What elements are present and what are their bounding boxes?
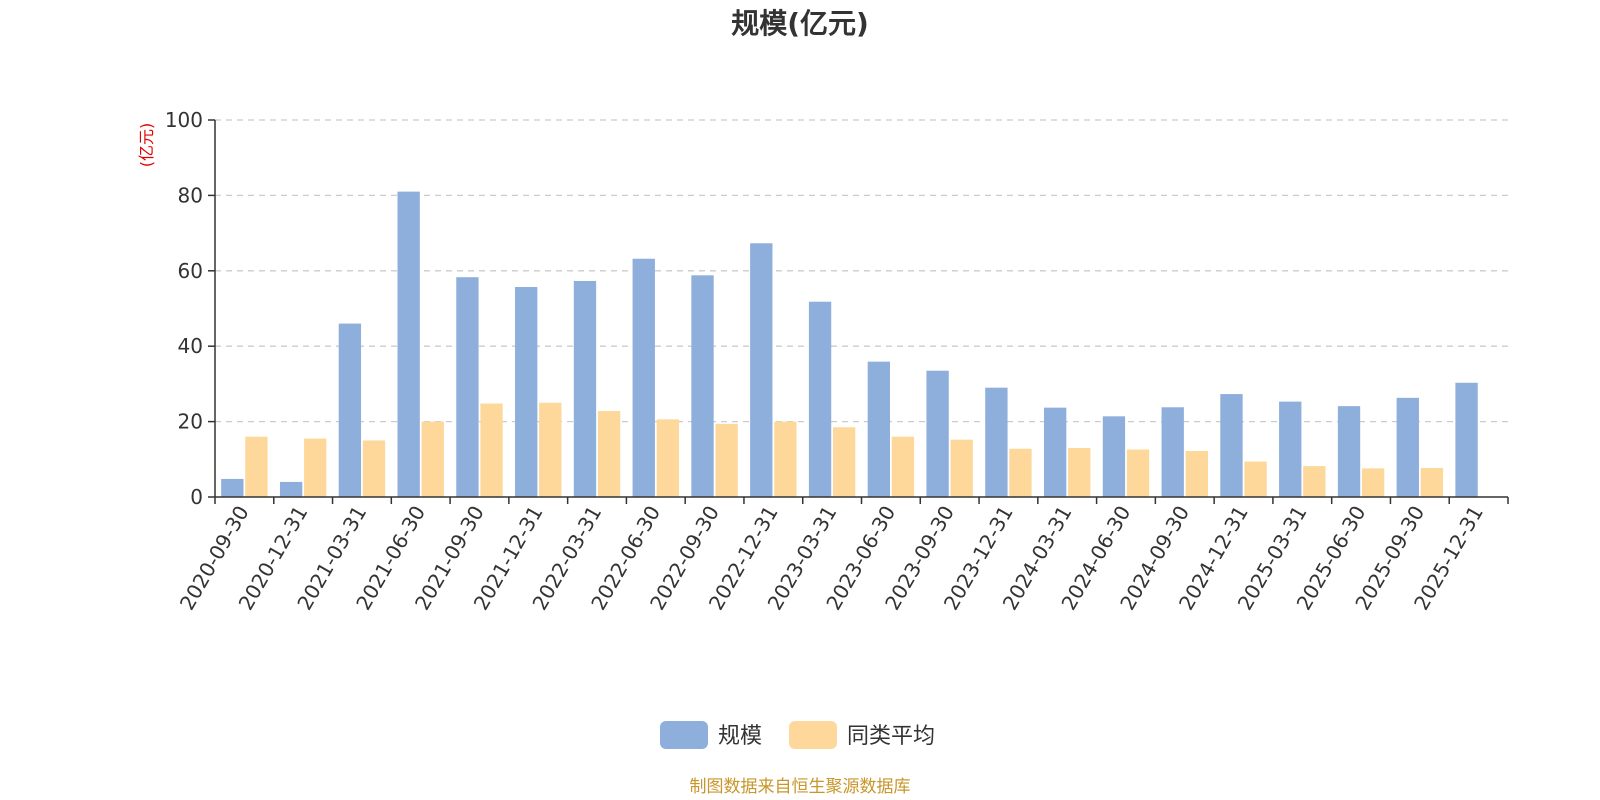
bar-scale-2021-06-30[interactable] (397, 191, 420, 497)
bar-scale-2025-06-30[interactable] (1337, 406, 1361, 497)
bar-peer-average-2022-03-31[interactable] (597, 411, 621, 497)
bar-peer-average-2024-09-30[interactable] (1185, 451, 1208, 497)
bar-scale-2023-09-30[interactable] (926, 370, 949, 497)
bar-scale-2023-06-30[interactable] (867, 361, 891, 497)
bar-peer-average-2023-09-30[interactable] (950, 439, 973, 497)
y-tick-label: 0 (190, 485, 203, 509)
bar-peer-average-2024-06-30[interactable] (1126, 449, 1150, 497)
bar-scale-2024-12-31[interactable] (1220, 394, 1243, 497)
bar-peer-average-2021-06-30[interactable] (421, 421, 444, 497)
bar-scale-2021-12-31[interactable] (515, 287, 538, 497)
legend-label-peer-average[interactable]: 同类平均 (847, 724, 935, 749)
bar-peer-average-2023-03-31[interactable] (832, 427, 856, 497)
bar-scale-2021-03-31[interactable] (338, 323, 362, 497)
y-tick-label: 80 (178, 183, 203, 207)
bar-scale-2023-12-31[interactable] (985, 387, 1008, 497)
y-tick-label: 20 (178, 410, 203, 434)
bars (221, 191, 1478, 497)
bar-peer-average-2025-03-31[interactable] (1303, 466, 1326, 497)
chart-title: 规模(亿元) (731, 7, 869, 40)
bar-scale-2025-03-31[interactable] (1279, 401, 1302, 497)
bar-scale-2024-06-30[interactable] (1102, 416, 1126, 497)
bar-peer-average-2021-09-30[interactable] (480, 403, 503, 497)
bar-scale-2022-12-31[interactable] (750, 243, 773, 497)
y-tick-label: 100 (165, 108, 203, 132)
bar-peer-average-2021-03-31[interactable] (362, 440, 386, 497)
bar-scale-2022-03-31[interactable] (573, 280, 597, 497)
bar-scale-2021-09-30[interactable] (456, 277, 479, 497)
bar-peer-average-2024-12-31[interactable] (1244, 461, 1267, 497)
bar-peer-average-2020-09-30[interactable] (245, 436, 268, 497)
bar-peer-average-2022-09-30[interactable] (715, 423, 738, 497)
legend[interactable]: 规模 同类平均 (660, 721, 935, 749)
bar-peer-average-2022-12-31[interactable] (774, 421, 797, 497)
y-tick-label: 60 (178, 259, 203, 283)
legend-swatch-peer-average[interactable] (789, 721, 837, 749)
bar-peer-average-2020-12-31[interactable] (304, 438, 327, 497)
bar-peer-average-2025-09-30[interactable] (1420, 467, 1444, 497)
bar-scale-2025-12-31[interactable] (1455, 382, 1478, 497)
bar-scale-2022-06-30[interactable] (632, 258, 655, 497)
legend-label-scale[interactable]: 规模 (718, 724, 762, 749)
bar-peer-average-2025-06-30[interactable] (1361, 468, 1385, 497)
axes: 0204060801002020-09-302020-12-312021-03-… (165, 108, 1509, 614)
bar-peer-average-2021-12-31[interactable] (539, 402, 562, 497)
legend-swatch-scale[interactable] (660, 721, 708, 749)
bar-scale-2023-03-31[interactable] (808, 301, 832, 497)
bar-peer-average-2023-06-30[interactable] (891, 436, 915, 497)
bar-scale-2020-12-31[interactable] (279, 481, 303, 497)
bar-peer-average-2024-03-31[interactable] (1068, 447, 1091, 497)
bar-scale-2025-09-30[interactable] (1396, 397, 1419, 497)
bar-scale-2020-09-30[interactable] (221, 478, 244, 497)
bar-scale-2022-09-30[interactable] (691, 275, 714, 497)
bar-scale-2024-09-30[interactable] (1161, 407, 1184, 497)
bar-peer-average-2023-12-31[interactable] (1009, 448, 1032, 497)
y-tick-label: 40 (178, 334, 203, 358)
data-source-note: 制图数据来自恒生聚源数据库 (690, 777, 911, 797)
bar-scale-2024-03-31[interactable] (1043, 407, 1067, 497)
y-axis-unit-label: (亿元) (137, 123, 156, 168)
bar-peer-average-2022-06-30[interactable] (656, 419, 680, 497)
